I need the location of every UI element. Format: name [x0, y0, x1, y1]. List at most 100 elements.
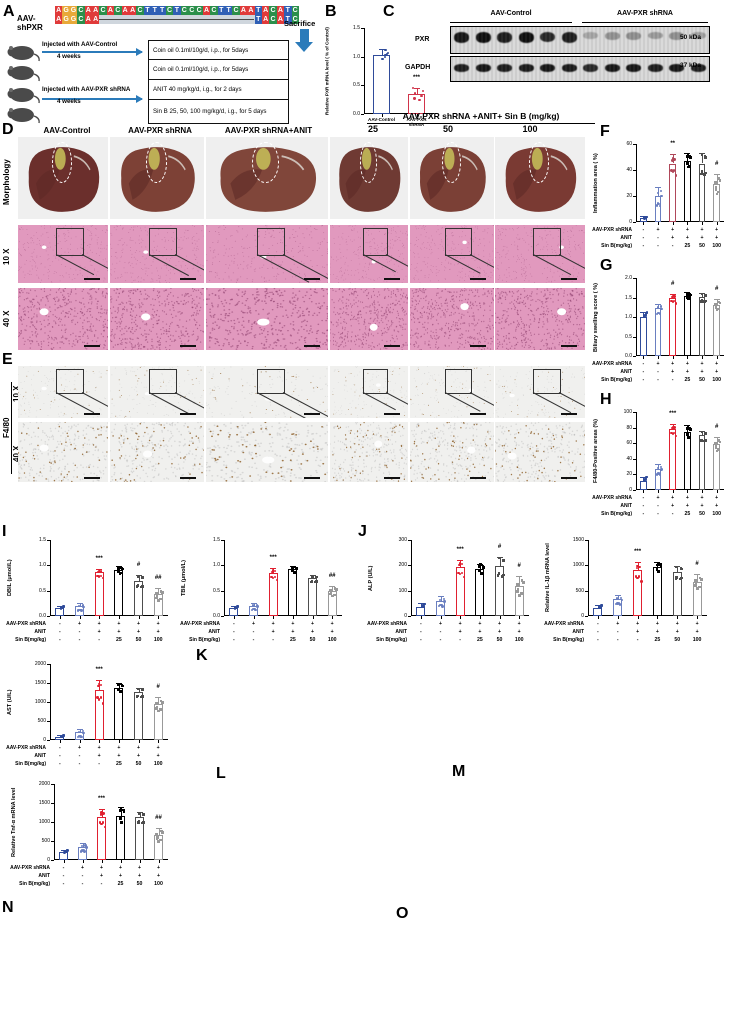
panel-g-chart: 0.0 0.5 1.0 1.5 2.0 Biliary swelling score ( …	[592, 268, 730, 386]
significance-marker: #	[714, 286, 719, 293]
condition-value: +	[655, 629, 659, 635]
y-tick-label: 1.5	[625, 294, 632, 301]
x-tick	[158, 740, 160, 743]
condition-value: +	[97, 629, 101, 635]
condition-value: 100	[153, 761, 163, 767]
y-tick	[632, 170, 636, 171]
condition-value: -	[671, 511, 674, 517]
condition-value: 25	[476, 637, 483, 643]
y-tick	[50, 784, 54, 785]
scale-bar	[561, 345, 577, 347]
data-point	[458, 562, 462, 565]
scale-bar	[180, 413, 196, 415]
blot-band	[540, 32, 556, 43]
x-tick	[138, 616, 140, 619]
condition-value: +	[117, 745, 121, 751]
bar	[593, 607, 603, 616]
condition-value: +	[671, 503, 675, 509]
y-tick-label: 500	[41, 838, 50, 844]
y-tick-label: 1000	[38, 819, 50, 825]
condition-value: +	[137, 865, 142, 871]
significance-marker: #	[714, 160, 719, 167]
data-point	[479, 572, 483, 576]
condition-value: +	[156, 745, 160, 751]
data-point	[717, 177, 721, 180]
error-cap	[56, 605, 63, 607]
data-point	[500, 574, 504, 578]
condition-value: 25	[115, 637, 122, 643]
data-point	[120, 683, 124, 687]
data-point	[141, 688, 144, 691]
y-tick-label: 80	[626, 424, 632, 431]
plot-area	[364, 28, 434, 114]
condition-row-label: Sin B(mg/kg)	[601, 243, 632, 249]
data-point	[82, 731, 85, 735]
significance-marker: #	[714, 423, 719, 430]
condition-value: +	[80, 865, 85, 871]
data-point	[236, 605, 239, 608]
y-tick-label: 1500	[38, 800, 50, 806]
data-point	[122, 808, 126, 812]
panel-letter-l: L	[216, 765, 226, 782]
condition-row-label: AAV-PXR shRNA	[6, 745, 46, 751]
error-cap	[640, 476, 647, 478]
data-point	[292, 565, 295, 569]
x-tick	[312, 616, 314, 619]
bar	[713, 304, 721, 356]
condition-value: +	[271, 621, 275, 627]
error-cap	[60, 849, 67, 851]
condition-value: 100	[712, 511, 721, 517]
condition-value: -	[616, 637, 619, 643]
error-cap	[713, 299, 720, 301]
data-point	[659, 465, 662, 469]
condition-row-label: Sin B(mg/kg)	[601, 377, 632, 383]
condition-value: +	[458, 621, 462, 627]
condition-value: +	[671, 227, 675, 233]
panel-d-col-3: AAV-PXR shRNA+ANIT	[224, 126, 313, 135]
y-tick	[220, 565, 224, 567]
condition-row-label: ANIT	[34, 753, 46, 759]
arrow-control	[42, 48, 143, 56]
error-cap	[250, 602, 257, 604]
condition-row-label: ANIT	[620, 235, 632, 241]
error-cap	[640, 216, 647, 218]
y-axis-title: Relative Tnf-α mRNA level	[11, 787, 17, 857]
data-point	[671, 294, 675, 298]
data-point	[159, 597, 162, 601]
error-cap	[516, 576, 523, 578]
error-bar	[617, 595, 619, 600]
error-bar	[138, 574, 140, 581]
data-point	[655, 568, 659, 571]
data-point	[638, 575, 641, 578]
x-tick	[381, 114, 383, 117]
data-point	[688, 426, 692, 430]
data-point	[657, 202, 661, 205]
data-point	[159, 590, 163, 593]
condition-value: -	[657, 377, 659, 383]
x-tick	[672, 222, 674, 225]
condition-value: 25	[684, 377, 691, 383]
condition-value: 25	[289, 637, 296, 643]
error-bar	[79, 728, 81, 733]
x-tick	[643, 490, 645, 493]
group-line-shrna	[582, 22, 708, 24]
condition-row-label: AAV-PXR shRNA	[544, 621, 584, 627]
scale-bar	[304, 477, 320, 479]
condition-value: +	[99, 873, 104, 879]
condition-value: -	[657, 369, 659, 375]
panel-i-chart-dbil: 0.0 0.5 1.0 1.5 DBIL (μmol/L) *** # ## AAV-PXR s…	[6, 528, 174, 646]
condition-value: -	[58, 745, 61, 751]
condition-value: +	[156, 865, 161, 871]
blot-band	[475, 32, 491, 44]
condition-value: -	[62, 873, 65, 879]
data-point	[421, 604, 424, 607]
condition-value: -	[642, 227, 645, 233]
panel-j-chart-tbil: 0.0 0.5 1.0 1.5 TBIL (μmol/L) *** ## AAV-PXR sh…	[180, 528, 348, 646]
category-label: AAV-Control	[368, 117, 395, 122]
error-bar	[716, 299, 718, 305]
condition-value: -	[597, 629, 599, 635]
panel-letter-j: J	[358, 523, 367, 540]
y-tick-label: 0.5	[625, 333, 632, 340]
y-tick	[46, 540, 50, 541]
bar	[133, 691, 143, 740]
